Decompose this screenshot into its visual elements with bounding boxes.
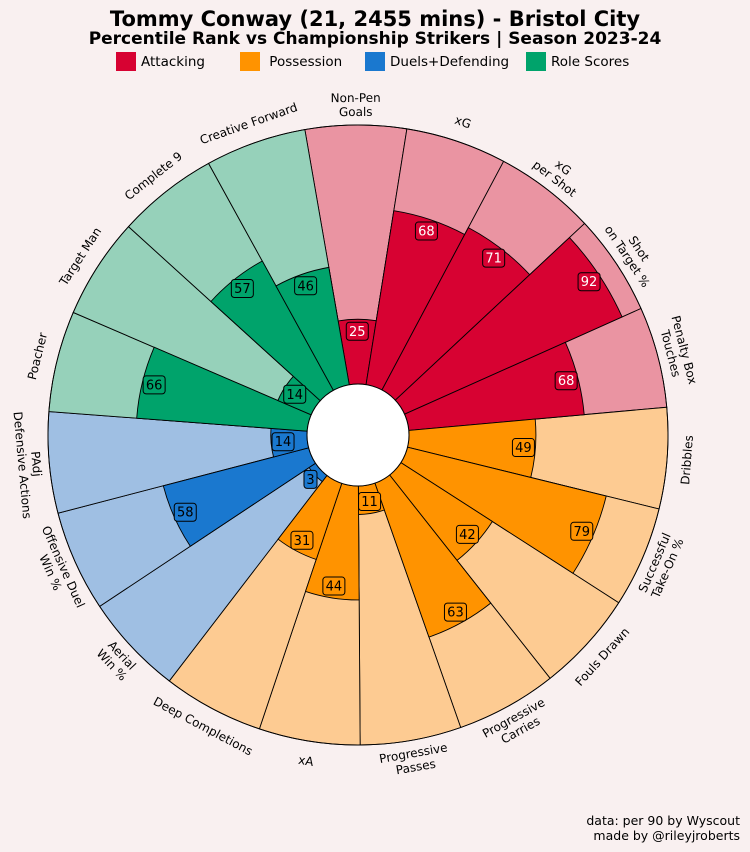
- value-box-complete-9: [230, 279, 254, 299]
- value-text-complete-9: 57: [234, 282, 251, 297]
- credit-author: made by @rileyjroberts: [593, 828, 740, 843]
- value-text-dribbles: 49: [515, 441, 532, 456]
- value-box-dribbles: [511, 438, 535, 458]
- category-label-xa: xA: [297, 753, 315, 769]
- value-box-poacher: [142, 375, 166, 395]
- value-box-offensive-duel-win: [173, 502, 197, 522]
- value-label-creative-forward: 46: [294, 276, 318, 296]
- value-label-xg: 68: [414, 221, 438, 241]
- value-text-xa: 44: [326, 580, 343, 595]
- chart-title: Tommy Conway (21, 2455 mins) - Bristol C…: [109, 7, 641, 31]
- value-label-xg-per-shot: 71: [482, 248, 506, 268]
- legend-item-possession: Possession: [240, 52, 342, 71]
- value-label-poacher: 66: [142, 375, 166, 395]
- legend-label-duels-defending: Duels+Defending: [390, 53, 510, 70]
- category-label-line: Non-Pen: [331, 91, 381, 105]
- value-label-penalty-box-touches: 68: [554, 371, 578, 391]
- value-text-padj-defensive-actions: 14: [275, 435, 292, 450]
- value-text-deep-completions: 31: [294, 534, 311, 549]
- credit-data-source: data: per 90 by Wyscout: [586, 813, 740, 828]
- value-label-xa: 44: [322, 576, 346, 596]
- legend-item-attacking: Attacking: [116, 52, 205, 71]
- value-label-target-man: 14: [283, 384, 307, 404]
- category-label-line: xG: [453, 113, 473, 131]
- value-label-non-pen-goals: 25: [345, 321, 369, 341]
- value-box-deep-completions: [290, 530, 314, 550]
- value-box-xg: [414, 221, 438, 241]
- value-text-offensive-duel-win: 58: [177, 506, 194, 521]
- value-box-successful-take-on: [570, 521, 594, 541]
- outer-ring: [47, 124, 669, 746]
- value-box-fouls-drawn: [455, 524, 479, 544]
- legend-item-role-scores: Role Scores: [526, 52, 629, 71]
- legend-label-possession: Possession: [265, 53, 343, 70]
- value-box-non-pen-goals: [345, 321, 369, 341]
- value-label-padj-defensive-actions: 14: [271, 432, 295, 452]
- value-box-padj-defensive-actions: [271, 432, 295, 452]
- legend-swatch-attacking: [116, 52, 136, 71]
- value-text-shot-on-target: 92: [581, 275, 598, 290]
- category-label-dribbles: Dribbles: [678, 435, 696, 486]
- category-label-non-pen-goals: Non-Pen Goals: [331, 91, 381, 119]
- category-label-line: Poacher: [25, 331, 50, 381]
- legend-swatch-duels-defending: [365, 52, 385, 71]
- legend: Attacking Possession Duels+Defending Rol…: [0, 52, 750, 74]
- category-label-poacher: Poacher: [25, 331, 50, 381]
- value-bars: [136, 210, 623, 638]
- value-text-xg-per-shot: 71: [485, 252, 502, 267]
- value-box-shot-on-target: [577, 272, 601, 292]
- category-label-padj-defensive-actions: PAdjDefensive Actions: [11, 410, 49, 520]
- value-box-target-man: [283, 384, 307, 404]
- legend-label-role-scores: Role Scores: [551, 53, 630, 70]
- value-label-offensive-duel-win: 58: [173, 502, 197, 522]
- category-label-progressive-passes: ProgressivePasses: [378, 740, 451, 779]
- category-label-line: Passes: [395, 757, 437, 778]
- value-label-aerial-win: 3: [303, 469, 318, 489]
- value-box-creative-forward: [294, 276, 318, 296]
- value-text-target-man: 14: [286, 388, 303, 403]
- value-text-aerial-win: 3: [306, 473, 314, 488]
- value-box-progressive-passes: [358, 491, 382, 511]
- legend-item-duels-defending: Duels+Defending: [365, 52, 509, 71]
- value-text-progressive-carries: 63: [447, 606, 464, 621]
- category-label-xg: xG: [453, 113, 473, 131]
- value-labels: 25 68 71 92 68 49 79 42 63 11 44 31 3 58 14 66 14 57 46: [142, 221, 601, 622]
- center-hole: [306, 383, 410, 487]
- value-text-creative-forward: 46: [297, 279, 314, 294]
- value-label-complete-9: 57: [230, 279, 254, 299]
- value-label-deep-completions: 31: [290, 530, 314, 550]
- category-label-line: PAdj: [28, 451, 44, 478]
- value-text-progressive-passes: 11: [361, 495, 378, 510]
- value-text-successful-take-on: 79: [573, 525, 590, 540]
- category-label-line: Goals: [339, 105, 373, 119]
- value-label-successful-take-on: 79: [570, 521, 594, 541]
- value-text-penalty-box-touches: 68: [558, 374, 575, 389]
- legend-label-attacking: Attacking: [141, 53, 205, 70]
- value-box-aerial-win: [303, 469, 318, 489]
- value-box-xg-per-shot: [482, 248, 506, 268]
- value-text-poacher: 66: [146, 378, 163, 393]
- value-text-fouls-drawn: 42: [459, 528, 476, 543]
- credits: data: per 90 by Wyscout made by @rileyjr…: [586, 813, 740, 843]
- legend-swatch-role-scores: [526, 52, 546, 71]
- value-label-dribbles: 49: [511, 438, 535, 458]
- value-label-progressive-passes: 11: [358, 491, 382, 511]
- value-box-penalty-box-touches: [554, 371, 578, 391]
- value-label-shot-on-target: 92: [577, 272, 601, 292]
- chart-subtitle: Percentile Rank vs Championship Strikers…: [88, 29, 662, 49]
- value-label-progressive-carries: 63: [443, 602, 467, 622]
- legend-swatch-possession: [240, 52, 260, 71]
- category-label-line: xA: [297, 753, 315, 769]
- value-box-progressive-carries: [443, 602, 467, 622]
- value-label-fouls-drawn: 42: [455, 524, 479, 544]
- value-text-non-pen-goals: 25: [349, 325, 366, 340]
- value-text-xg: 68: [418, 225, 435, 240]
- value-box-xa: [322, 576, 346, 596]
- category-label-line: Dribbles: [678, 435, 696, 486]
